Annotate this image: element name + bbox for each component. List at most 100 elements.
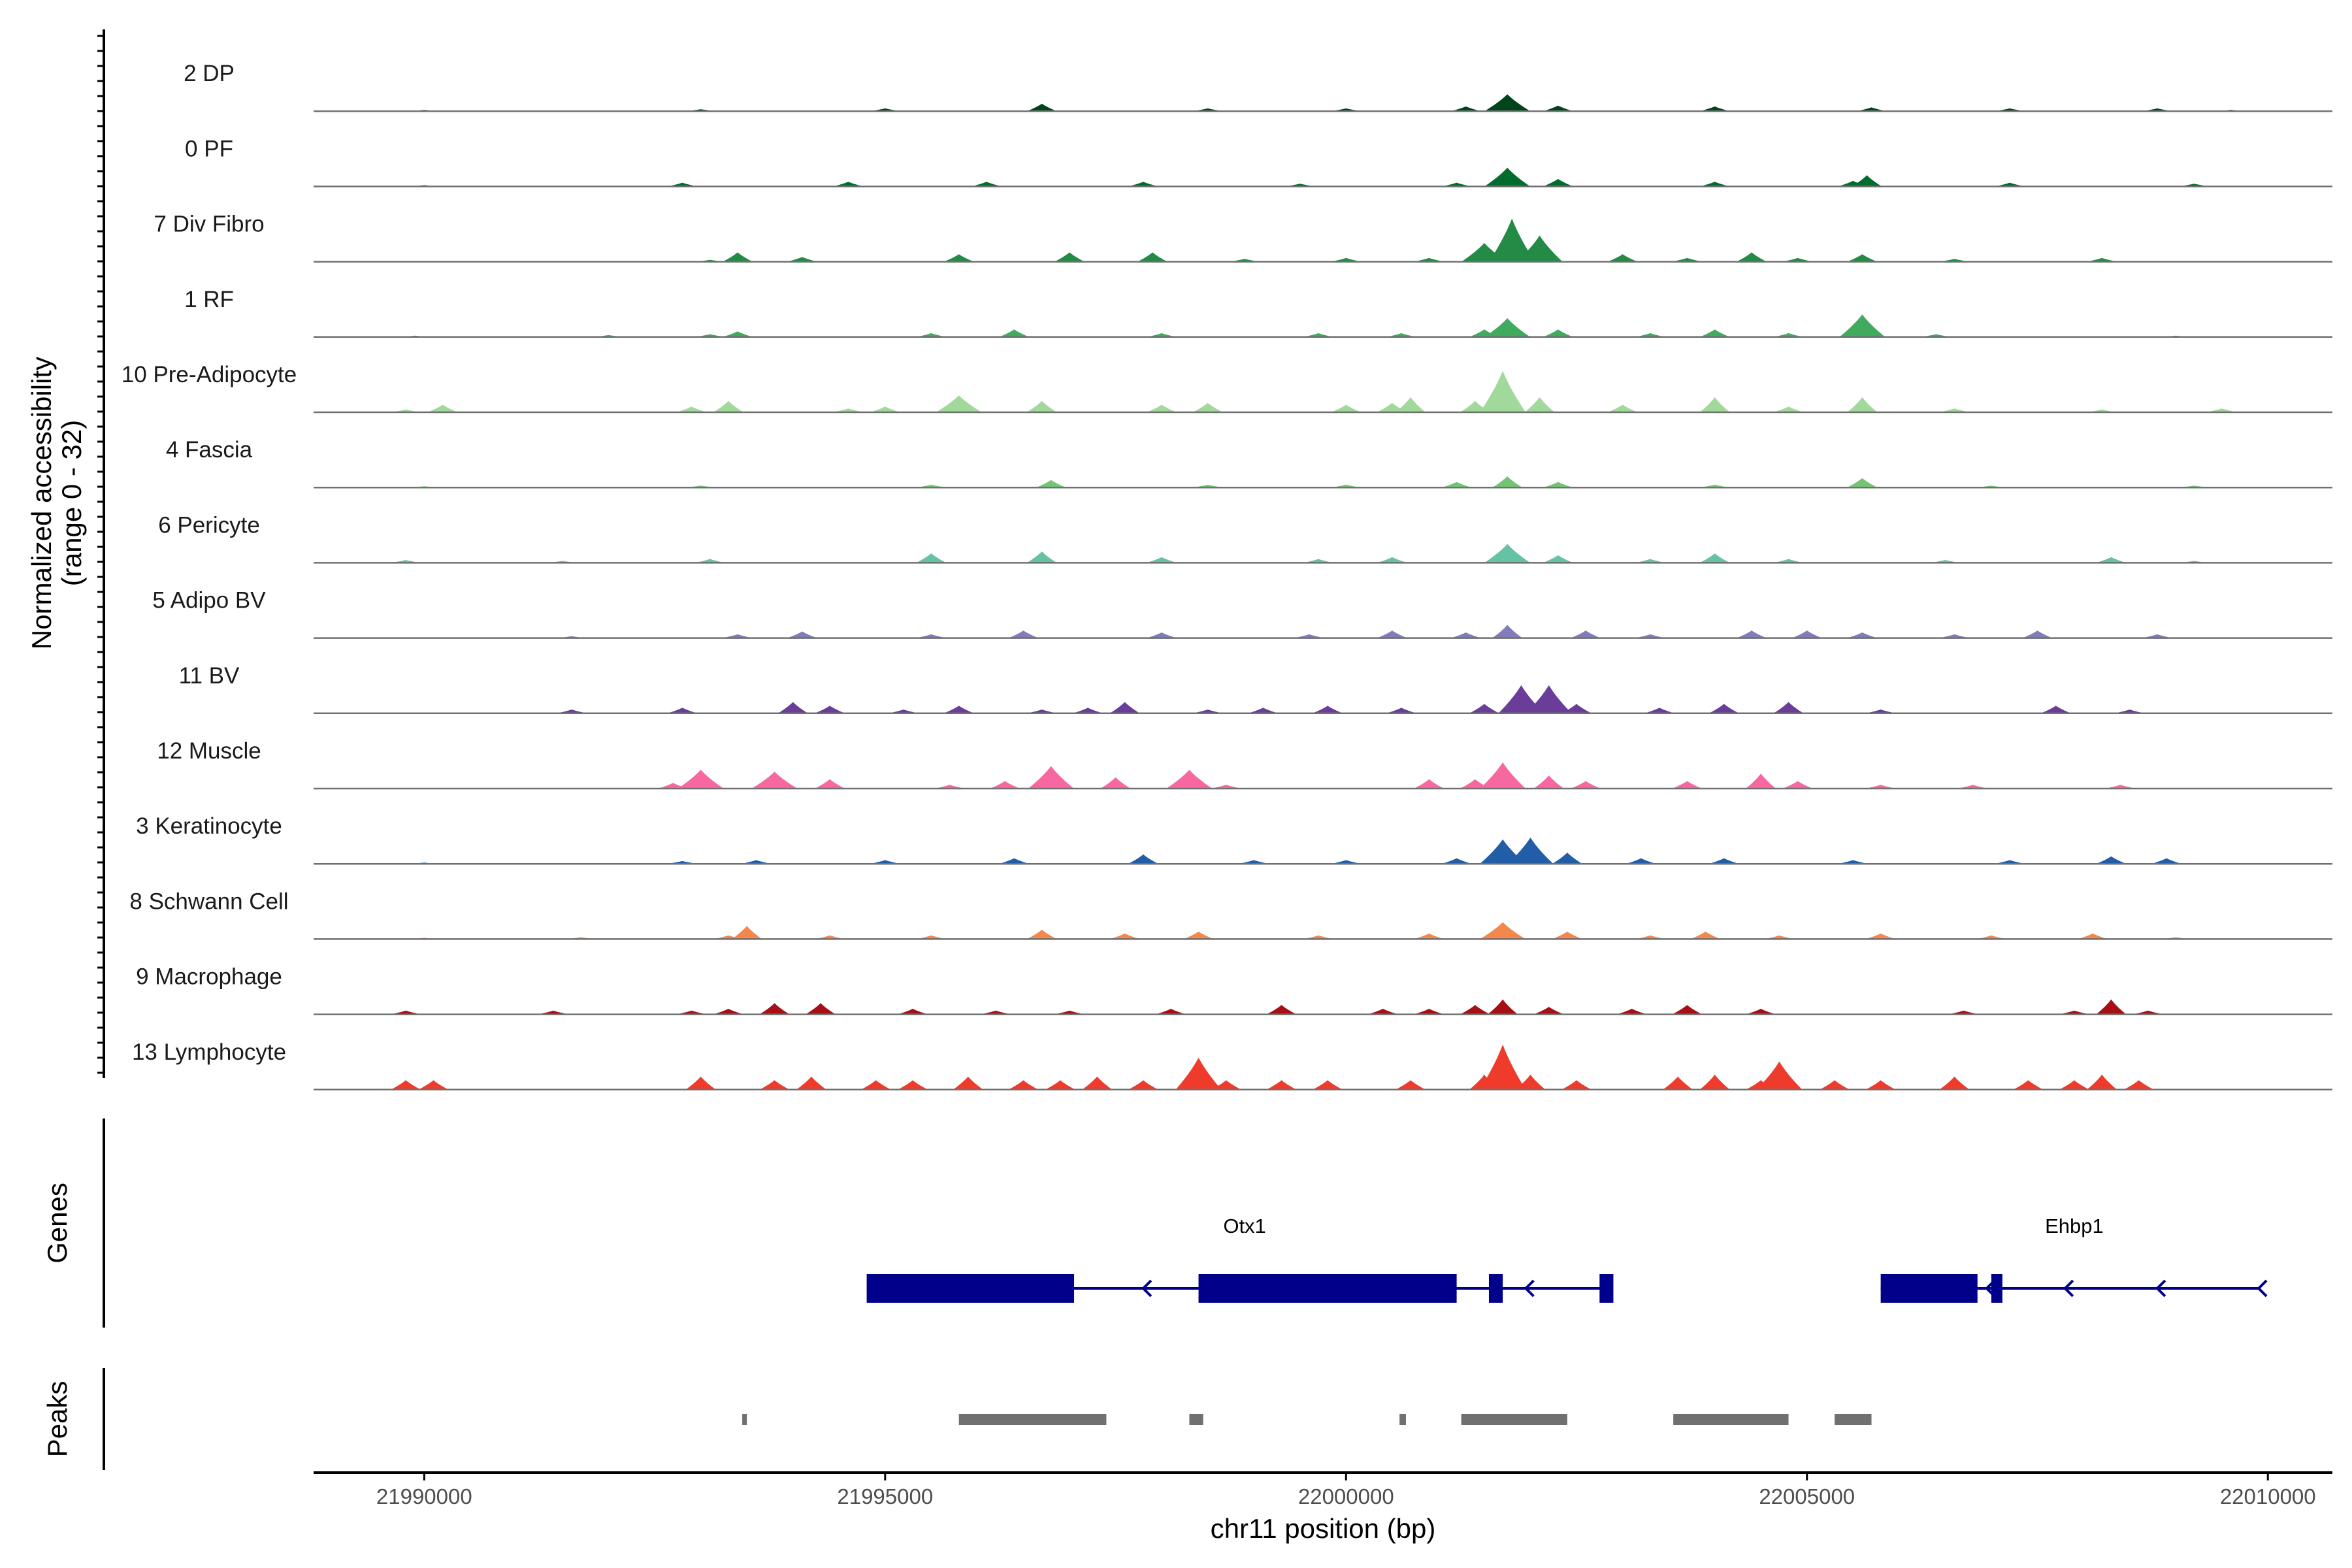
x-axis-title: chr11 position (bp): [1211, 1513, 1436, 1544]
coverage-peak: [833, 182, 864, 187]
coverage-tracks: 2 DP 0 PF 7 Div Fibro 1 RF 10 Pre-Adipocyte 4…: [122, 61, 2332, 1091]
axes: 21990000 21995000 22000000 22005000 22010000: [97, 29, 2332, 1509]
coverage-peak: [1756, 1061, 1803, 1090]
coverage-peak: [777, 702, 808, 713]
coverage-peak: [1100, 777, 1131, 789]
gene-exon: [1198, 1274, 1457, 1303]
genes-track-title: Genes: [42, 1183, 73, 1264]
coverage-peak: [889, 710, 919, 713]
coverage-peak: [981, 1010, 1011, 1015]
coverage-peak: [1543, 482, 1573, 488]
track-11-bv: 11 BV: [179, 663, 2332, 715]
coverage-peak: [1847, 478, 1878, 488]
coverage-peak: [916, 553, 947, 563]
track-label: 8 Schwann Cell: [129, 889, 288, 914]
coverage-peak: [1492, 625, 1523, 638]
coverage-peak: [1026, 551, 1057, 563]
coverage-peak: [1607, 254, 1638, 262]
coverage-peak: [2132, 1010, 2163, 1015]
coverage-peak: [1865, 1080, 1896, 1090]
coverage-peak: [833, 408, 864, 412]
coverage-peak: [694, 559, 725, 563]
coverage-peak: [1616, 1009, 1647, 1015]
coverage-peak: [2096, 557, 2127, 563]
coverage-peak: [1746, 774, 1776, 789]
coverage-peak: [1939, 634, 1970, 638]
coverage-peak: [943, 254, 974, 262]
track-label: 13 Lymphocyte: [132, 1039, 286, 1065]
track-1-rf: 1 RF: [184, 287, 2332, 338]
coverage-peak: [1147, 557, 1177, 563]
coverage-peak: [1313, 1080, 1343, 1090]
coverage-peak: [1480, 762, 1526, 789]
coverage-peak: [676, 1010, 707, 1015]
coverage-peak: [732, 926, 762, 939]
coverage-peak: [1708, 704, 1739, 713]
coverage-peak: [1450, 632, 1481, 638]
coverage-peak: [1266, 1005, 1297, 1015]
coverage-peak: [1045, 1080, 1075, 1090]
coverage-peak: [1865, 785, 1896, 789]
coverage-peak: [787, 257, 817, 262]
gene-exon: [1488, 1274, 1503, 1303]
coverage-peak: [1939, 1076, 1970, 1090]
coverage-peak: [2142, 634, 2172, 638]
coverage-peak: [936, 395, 982, 412]
coverage-peak: [1543, 555, 1573, 563]
track-0-pf: 0 PF: [185, 136, 2332, 188]
coverage-peak: [815, 706, 845, 713]
gene-track: Otx1 Ehbp1: [866, 1215, 2268, 1303]
coverage-peak: [538, 1010, 568, 1015]
coverage-peak: [1484, 167, 1531, 187]
coverage-peak: [1414, 779, 1445, 789]
coverage-peak: [1507, 838, 1554, 864]
coverage-peak: [1672, 257, 1703, 262]
strand-arrow: [1141, 1279, 1152, 1298]
coverage-peak: [1847, 397, 1878, 412]
coverage-peak: [1847, 254, 1878, 262]
gene-ehbp1: Ehbp1: [1880, 1215, 2268, 1303]
y-axis-ticks: [97, 35, 104, 1074]
coverage-peak: [1839, 314, 1886, 337]
coverage-peak: [870, 406, 900, 412]
coverage-peak: [916, 935, 947, 939]
x-tick-label: 22000000: [1298, 1484, 1394, 1509]
coverage-peak: [1699, 182, 1730, 187]
coverage-peak: [1239, 860, 1269, 864]
coverage-peak: [2206, 408, 2237, 412]
coverage-peak: [1082, 1076, 1113, 1090]
coverage-peak: [2059, 1010, 2089, 1015]
coverage-peak: [1699, 329, 1730, 337]
coverage-peak: [1484, 318, 1531, 337]
coverage-peak: [2105, 785, 2136, 789]
coverage-peak: [1561, 704, 1592, 713]
track-10-pre-adipocyte: 10 Pre-Adipocyte: [122, 362, 2332, 414]
gene-otx1: Otx1: [866, 1215, 1614, 1303]
coverage-peak: [1571, 781, 1601, 789]
coverage-peak: [1552, 853, 1582, 864]
coverage-peak: [934, 785, 965, 789]
peak-region: [958, 1414, 1107, 1425]
track-9-macrophage: 9 Macrophage: [136, 964, 2332, 1015]
track-5-adipo-bv: 5 Adipo BV: [152, 588, 2332, 639]
coverage-peak: [1441, 182, 1472, 187]
coverage-peak: [723, 634, 753, 638]
coverage-peak: [1211, 785, 1241, 789]
track-13-lymphocyte: 13 Lymphocyte: [132, 1039, 2332, 1091]
coverage-peak: [1484, 94, 1531, 112]
track-label: 6 Pericyte: [158, 512, 260, 538]
coverage-peak: [1708, 858, 1739, 864]
coverage-peak: [1183, 931, 1214, 939]
coverage-peak: [1036, 480, 1066, 488]
coverage-peak: [1313, 706, 1343, 713]
coverage-peak: [1026, 400, 1057, 412]
track-label: 5 Adipo BV: [152, 588, 266, 613]
track-6-pericyte: 6 Pericyte: [158, 512, 2332, 564]
track-label: 10 Pre-Adipocyte: [122, 362, 297, 387]
coverage-peak: [1865, 710, 1896, 713]
coverage-peak: [2059, 1080, 2089, 1090]
track-label: 12 Muscle: [157, 738, 261, 764]
coverage-peak: [1995, 860, 2025, 864]
peak-region: [1673, 1414, 1789, 1425]
